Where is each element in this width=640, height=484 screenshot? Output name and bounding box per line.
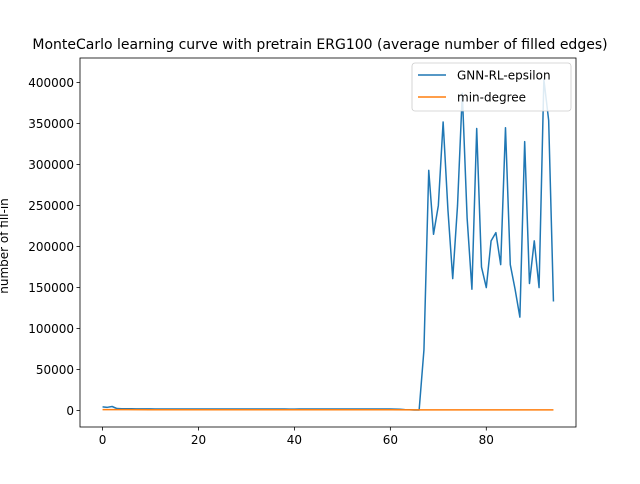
y-tick-label: 250000 bbox=[28, 199, 74, 213]
y-tick-label: 150000 bbox=[28, 281, 74, 295]
legend-label: min-degree bbox=[457, 91, 526, 105]
y-tick-label: 350000 bbox=[28, 117, 74, 131]
x-tick-label: 80 bbox=[479, 433, 494, 447]
y-tick-label: 400000 bbox=[28, 76, 74, 90]
x-tick-label: 20 bbox=[191, 433, 206, 447]
y-tick-label: 300000 bbox=[28, 158, 74, 172]
chart-title: MonteCarlo learning curve with pretrain … bbox=[32, 37, 607, 53]
y-tick-label: 0 bbox=[66, 404, 74, 418]
y-tick-label: 50000 bbox=[36, 363, 74, 377]
x-tick-label: 40 bbox=[287, 433, 302, 447]
y-tick-label: 100000 bbox=[28, 322, 74, 336]
x-tick-label: 60 bbox=[383, 433, 398, 447]
legend-label: GNN-RL-epsilon bbox=[457, 69, 551, 83]
x-tick-label: 0 bbox=[99, 433, 107, 447]
y-axis-label: number of fill-in bbox=[0, 198, 11, 294]
series-line-gnn-rl-epsilon bbox=[103, 79, 554, 410]
y-tick-label: 200000 bbox=[28, 240, 74, 254]
